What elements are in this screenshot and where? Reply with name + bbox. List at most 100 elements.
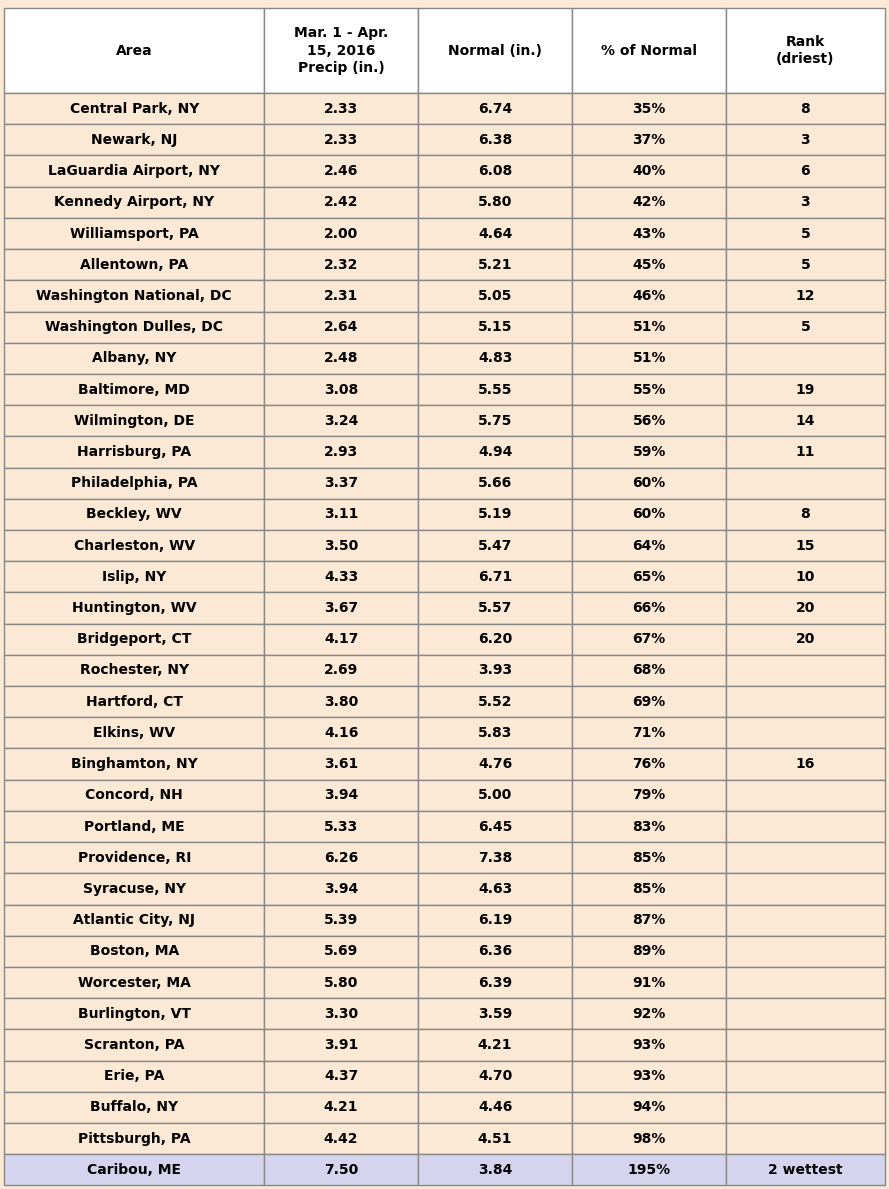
Text: 6.38: 6.38 <box>478 133 512 147</box>
Bar <box>264 655 418 686</box>
Text: 10: 10 <box>796 570 815 584</box>
Bar <box>4 561 264 592</box>
Bar <box>726 717 885 749</box>
Text: Williamsport, PA: Williamsport, PA <box>70 227 198 240</box>
Bar <box>573 811 726 842</box>
Text: 3.08: 3.08 <box>324 383 358 397</box>
Text: 5.39: 5.39 <box>324 913 358 927</box>
Bar <box>573 218 726 250</box>
Bar <box>418 156 573 187</box>
Bar <box>264 999 418 1030</box>
Text: 5.69: 5.69 <box>324 944 358 958</box>
Text: 87%: 87% <box>632 913 666 927</box>
Text: Elkins, WV: Elkins, WV <box>93 726 175 740</box>
Bar <box>4 1124 264 1155</box>
Bar <box>418 405 573 436</box>
Bar <box>573 312 726 342</box>
Text: 6.45: 6.45 <box>478 819 512 833</box>
Text: 4.64: 4.64 <box>478 227 512 240</box>
Text: 85%: 85% <box>632 882 666 897</box>
Text: 14: 14 <box>796 414 815 428</box>
Text: Hartford, CT: Hartford, CT <box>85 694 183 709</box>
Bar <box>264 717 418 749</box>
Bar <box>573 530 726 561</box>
Bar <box>418 842 573 874</box>
Bar <box>4 686 264 717</box>
Bar <box>573 1030 726 1061</box>
Bar <box>418 499 573 530</box>
Text: 4.37: 4.37 <box>324 1069 358 1083</box>
Bar <box>4 1030 264 1061</box>
Text: 3.24: 3.24 <box>324 414 358 428</box>
Bar <box>726 93 885 125</box>
Text: 93%: 93% <box>632 1069 666 1083</box>
Text: 3: 3 <box>800 195 810 209</box>
Bar <box>726 1155 885 1185</box>
Bar <box>4 342 264 375</box>
Text: Bridgeport, CT: Bridgeport, CT <box>77 633 191 647</box>
Bar <box>264 530 418 561</box>
Bar <box>726 655 885 686</box>
Bar <box>726 592 885 624</box>
Text: Scranton, PA: Scranton, PA <box>84 1038 185 1052</box>
Bar <box>726 405 885 436</box>
Text: 3.84: 3.84 <box>478 1163 512 1177</box>
Bar <box>4 436 264 467</box>
Bar <box>4 250 264 281</box>
Text: 4.76: 4.76 <box>478 757 512 772</box>
Bar <box>4 717 264 749</box>
Text: 85%: 85% <box>632 850 666 864</box>
Bar <box>4 967 264 999</box>
Bar <box>264 187 418 218</box>
Bar <box>264 281 418 312</box>
Bar <box>418 717 573 749</box>
Bar <box>573 467 726 499</box>
Text: 4.33: 4.33 <box>324 570 358 584</box>
Bar <box>4 624 264 655</box>
Bar <box>264 561 418 592</box>
Bar <box>418 780 573 811</box>
Bar <box>418 967 573 999</box>
Bar <box>4 405 264 436</box>
Bar <box>573 686 726 717</box>
Bar <box>573 187 726 218</box>
Text: Harrisburg, PA: Harrisburg, PA <box>77 445 191 459</box>
Bar <box>726 530 885 561</box>
Text: Mar. 1 - Apr.
15, 2016
Precip (in.): Mar. 1 - Apr. 15, 2016 Precip (in.) <box>294 26 388 75</box>
Text: 91%: 91% <box>632 975 666 989</box>
Text: 2.32: 2.32 <box>324 258 358 272</box>
Text: % of Normal: % of Normal <box>601 44 697 58</box>
Text: Burlington, VT: Burlington, VT <box>77 1007 191 1021</box>
Text: 55%: 55% <box>632 383 666 397</box>
Bar <box>573 281 726 312</box>
Text: 3.93: 3.93 <box>478 663 512 678</box>
Text: 3.67: 3.67 <box>324 602 358 615</box>
Bar <box>264 874 418 905</box>
Text: 195%: 195% <box>628 1163 670 1177</box>
Bar <box>726 467 885 499</box>
Bar <box>4 530 264 561</box>
Text: 6.74: 6.74 <box>478 102 512 115</box>
Bar <box>573 375 726 405</box>
Text: Philadelphia, PA: Philadelphia, PA <box>71 477 197 490</box>
Bar <box>726 187 885 218</box>
Bar <box>418 592 573 624</box>
Bar <box>264 967 418 999</box>
Bar <box>726 250 885 281</box>
Bar <box>4 749 264 780</box>
Bar <box>573 749 726 780</box>
Bar <box>573 156 726 187</box>
Bar <box>573 905 726 936</box>
Bar <box>264 936 418 967</box>
Bar <box>418 342 573 375</box>
Bar <box>418 624 573 655</box>
Bar <box>573 561 726 592</box>
Text: 37%: 37% <box>632 133 666 147</box>
Text: 68%: 68% <box>632 663 666 678</box>
Text: 45%: 45% <box>632 258 666 272</box>
Bar <box>418 467 573 499</box>
Text: 2.33: 2.33 <box>324 102 358 115</box>
Bar <box>264 624 418 655</box>
Bar <box>726 967 885 999</box>
Bar <box>418 561 573 592</box>
